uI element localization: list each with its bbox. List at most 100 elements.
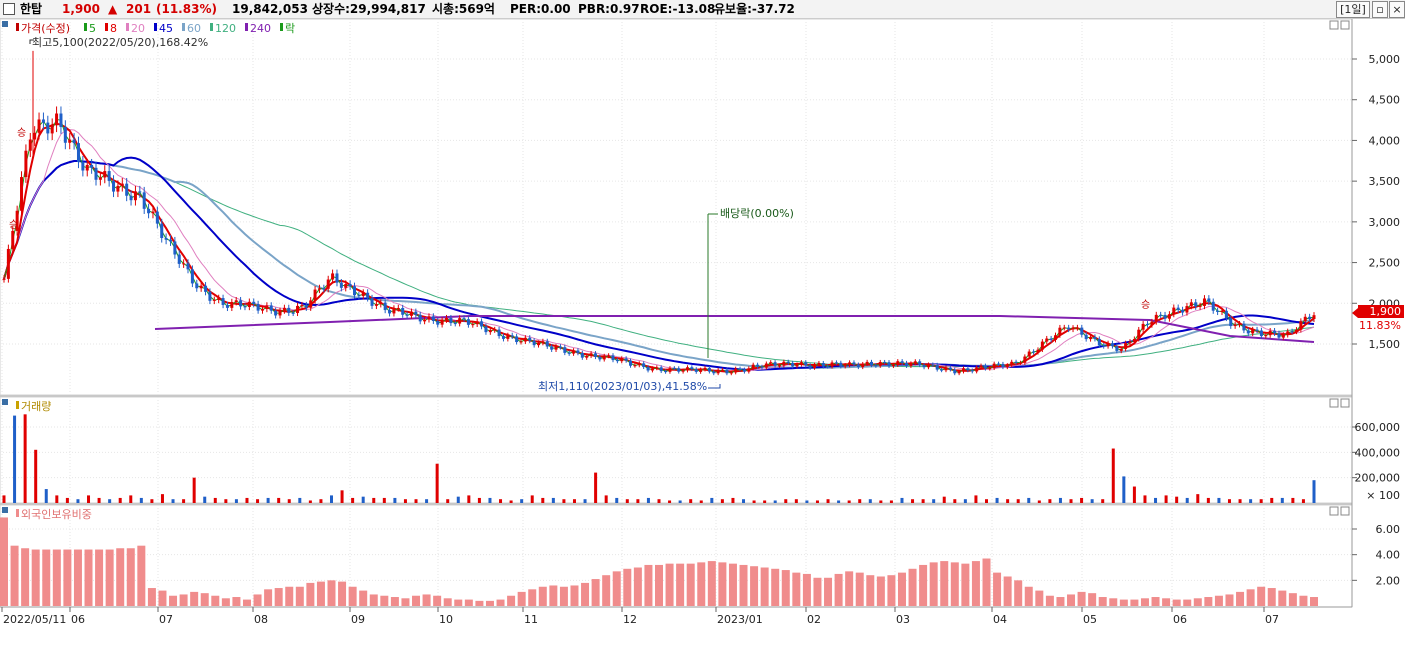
header-bar: 한탑 1,900 ▲ 201 (11.83%) 19,842,053 상장수:2… [0,0,1405,19]
candle-body [615,360,619,362]
candle-body [1115,346,1119,351]
candle-body [1054,335,1058,340]
candle-body [1154,314,1158,322]
foreign-bar [232,597,241,606]
candle-body [335,273,339,283]
candle-body [834,362,838,364]
volume-bar [446,499,450,503]
foreign-bar [570,585,579,606]
volume-bar [530,495,534,503]
foreign-bar [1056,597,1065,606]
candle-body [646,367,650,371]
stock-name[interactable]: 한탑 [20,2,43,16]
legend-ma-marker [105,23,108,31]
candle-body [1167,314,1171,319]
volume-bar [382,497,386,503]
candle-body [269,305,273,311]
candle-body [1097,338,1101,346]
candle-body [1312,315,1316,319]
panel-minimize-icon[interactable] [1329,506,1339,516]
candle-body [624,358,628,361]
candle-body [550,346,554,350]
candle-body [677,368,681,372]
date-tick-label: 11 [524,613,538,626]
volume-bar [393,497,397,503]
foreign-bar [1299,595,1308,606]
candle-body [366,292,370,299]
candle-body [221,298,225,305]
candle-body [453,323,457,325]
price-pointer-icon [1352,308,1358,318]
candle-body [672,368,676,370]
legend-ma-label: 45 [159,22,173,35]
volume-bar [266,497,270,503]
candle-body [239,300,243,307]
volume-bar [1101,499,1105,503]
foreign-bar [591,579,600,606]
candle-body [729,372,733,374]
panel-minimize-icon[interactable] [1329,20,1339,30]
candle-body [81,162,85,171]
panel-close-icon[interactable] [1340,506,1350,516]
candle-body [129,195,133,201]
legend-ma-label: 8 [110,22,117,35]
date-axis: 2022/05/11 06 07 08 09 10 11 12 2023/01 02 03 04 05 0… [1,607,1279,626]
foreign-bar [612,571,621,606]
volume-axis: 600,000 400,000 200,000 [1352,421,1400,485]
candle-body [1294,329,1298,332]
ma-line [3,160,1315,369]
candle-body [1010,361,1014,366]
candle-body [896,361,900,365]
checkbox-icon[interactable] [3,3,15,15]
candle-body [1089,336,1093,340]
candle-body [1071,327,1075,330]
volume-bar [889,500,893,503]
close-window-icon[interactable]: × [1389,1,1405,18]
price-tick-label: 1,500 [1369,338,1401,351]
period-button[interactable]: [1일] [1336,1,1370,18]
foreign-bar [454,599,463,606]
panel-close-icon[interactable] [1340,20,1350,30]
candle-body [940,369,944,371]
foreign-bar [169,595,178,606]
volume-bar [594,472,598,503]
candle-body [773,362,777,366]
buy-signal-icon: 승 [1141,299,1150,311]
panel-minimize-icon[interactable] [1329,398,1339,408]
candle-body [357,295,361,297]
foreign-bar [971,561,980,606]
candle-body [1303,316,1307,322]
candle-body [1281,334,1285,338]
candle-body [1023,356,1027,363]
foreign-bar [31,549,40,606]
candle-body [1251,329,1255,334]
panel-close-icon[interactable] [1340,398,1350,408]
candle-body [519,341,523,343]
candle-body [1246,330,1250,334]
date-tick-label: 08 [254,613,268,626]
legend-ma-marker [84,23,87,31]
volume-bar [583,499,587,503]
foreign-bar [390,597,399,606]
foreign-bar [1193,598,1202,606]
panel-menu-icon[interactable] [2,507,8,513]
candle-body [1277,333,1281,338]
foreign-bar [285,586,294,606]
date-tick-label: 02 [807,613,821,626]
panel-menu-icon[interactable] [2,21,8,27]
candle-body [147,208,151,214]
volume-bar [900,497,904,503]
legend-ex-rights-label: 락 [285,22,295,35]
candle-body [155,211,159,224]
candle-body [961,368,965,372]
high-label: 최고5,100(2022/05/20),168.42% [32,36,208,49]
candle-body [777,365,781,367]
date-tick-label: 03 [896,613,910,626]
date-tick-label: 10 [439,613,453,626]
panel-menu-icon[interactable] [2,399,8,405]
candle-body [1106,343,1110,347]
foreign-bar [348,586,357,606]
restore-window-icon[interactable]: ▫ [1372,1,1388,18]
volume-bar [224,499,228,503]
candle-body [1159,314,1163,316]
